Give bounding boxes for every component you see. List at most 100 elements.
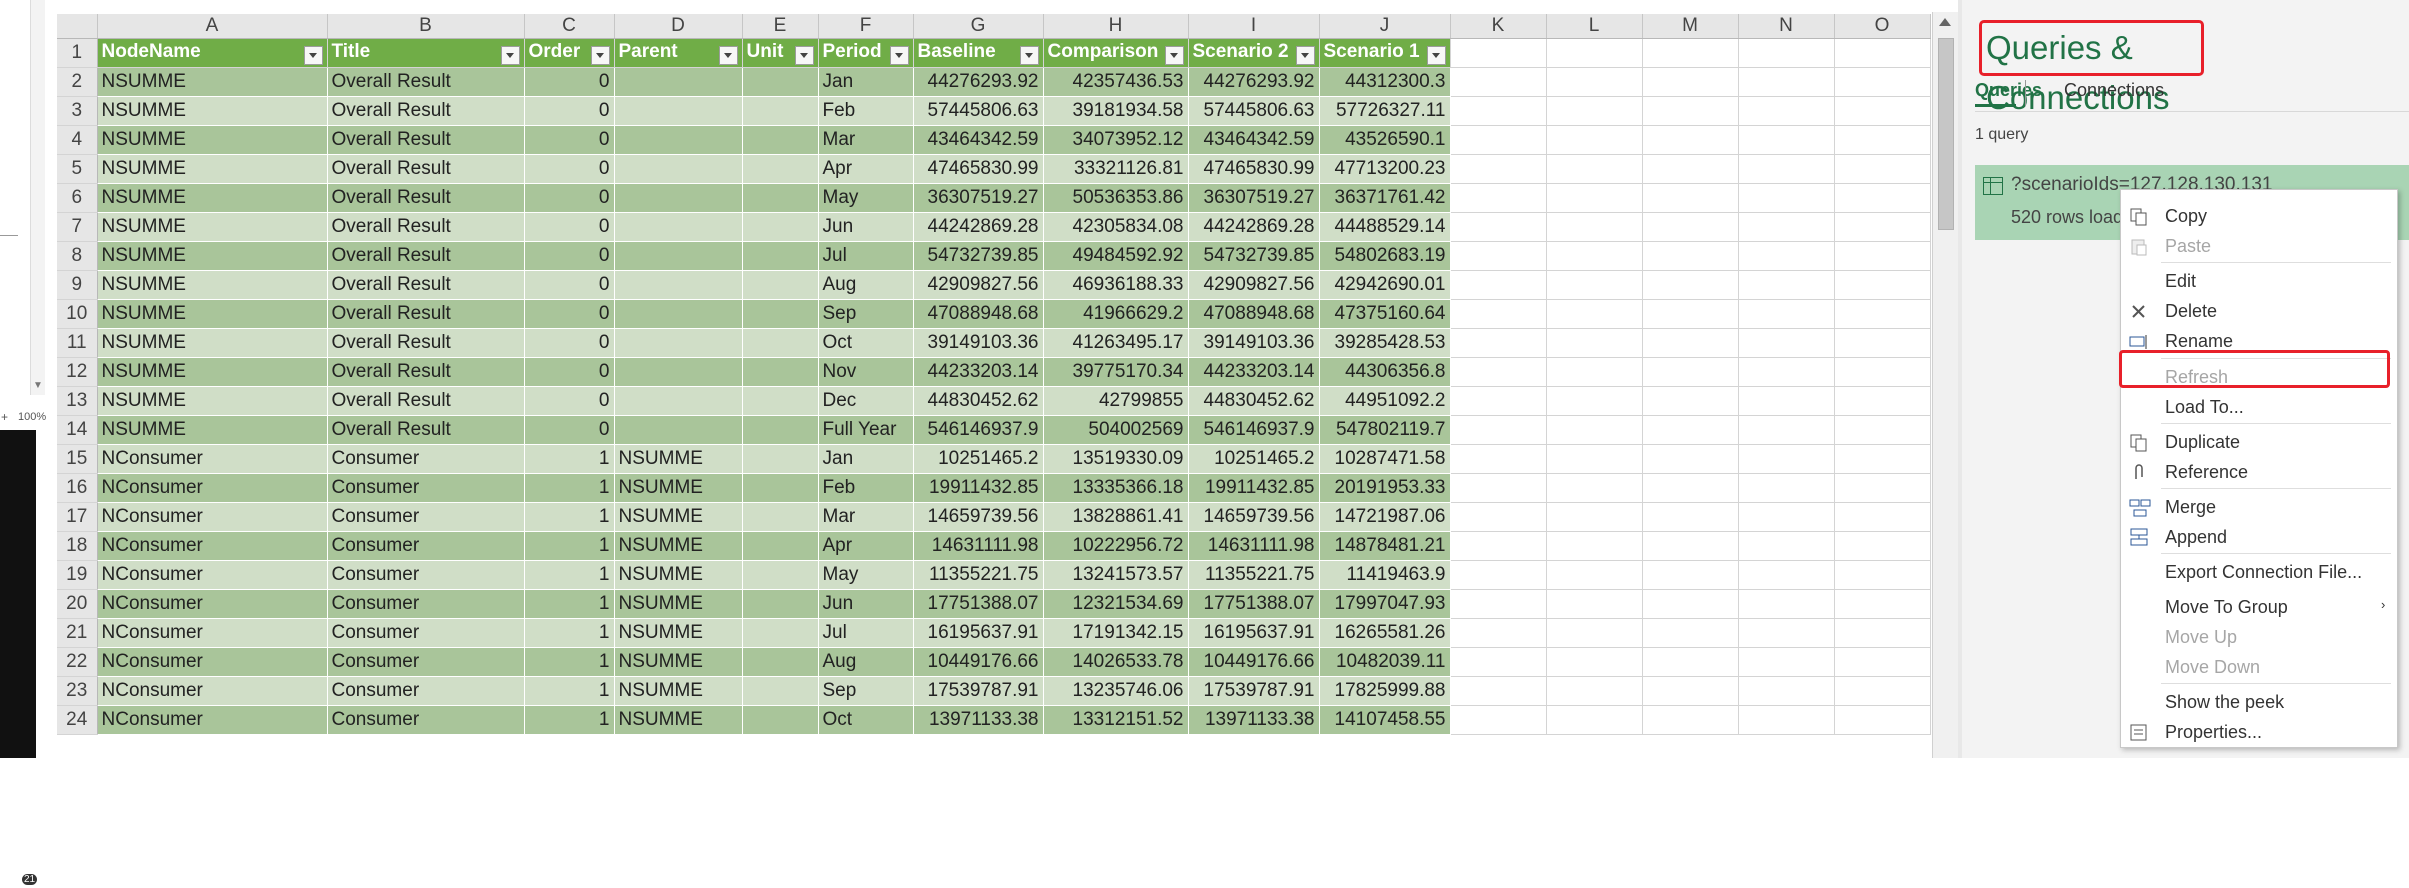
table-cell[interactable]: 44951092.2 <box>1319 386 1451 416</box>
table-cell[interactable]: Consumer <box>327 473 525 503</box>
table-cell[interactable]: 0 <box>524 67 615 97</box>
table-cell[interactable]: Consumer <box>327 589 525 619</box>
table-cell[interactable]: Consumer <box>327 705 525 735</box>
table-cell[interactable] <box>742 705 819 735</box>
empty-cell[interactable] <box>1450 154 1547 184</box>
table-cell[interactable]: Nov <box>818 357 914 387</box>
column-header[interactable]: M <box>1642 14 1739 39</box>
table-cell[interactable]: 57445806.63 <box>913 96 1044 126</box>
table-cell[interactable]: 0 <box>524 270 615 300</box>
table-cell[interactable]: 19911432.85 <box>1188 473 1320 503</box>
menu-item-move-to-group[interactable]: Move To Group › <box>2121 594 2397 622</box>
table-cell[interactable]: 39181934.58 <box>1043 96 1189 126</box>
row-number[interactable]: 11 <box>57 328 98 358</box>
empty-cell[interactable] <box>1546 154 1643 184</box>
table-cell[interactable]: NSUMME <box>614 560 743 590</box>
empty-cell[interactable] <box>1546 328 1643 358</box>
table-cell[interactable]: 47088948.68 <box>913 299 1044 329</box>
table-cell[interactable]: 44830452.62 <box>1188 386 1320 416</box>
table-cell[interactable]: 1 <box>524 618 615 648</box>
row-number[interactable]: 14 <box>57 415 98 445</box>
table-cell[interactable] <box>742 589 819 619</box>
column-header[interactable]: O <box>1834 14 1931 39</box>
row-number[interactable]: 20 <box>57 589 98 619</box>
table-cell[interactable] <box>742 241 819 271</box>
table-cell[interactable]: Dec <box>818 386 914 416</box>
table-cell[interactable]: 42942690.01 <box>1319 270 1451 300</box>
table-cell[interactable] <box>742 531 819 561</box>
column-header[interactable]: K <box>1450 14 1547 39</box>
empty-cell[interactable] <box>1738 241 1835 271</box>
empty-cell[interactable] <box>1834 415 1931 445</box>
empty-cell[interactable] <box>1738 705 1835 735</box>
table-cell[interactable]: NSUMME <box>97 415 328 445</box>
table-cell[interactable]: Jan <box>818 444 914 474</box>
notification-icon[interactable]: 21 <box>8 866 38 888</box>
row-number[interactable]: 21 <box>57 618 98 648</box>
table-header-cell[interactable]: Scenario 1 <box>1319 38 1451 68</box>
table-cell[interactable]: NSUMME <box>614 676 743 706</box>
menu-item-show-the-peek[interactable]: Show the peek <box>2121 689 2397 717</box>
table-cell[interactable] <box>614 386 743 416</box>
table-cell[interactable]: Jul <box>818 618 914 648</box>
table-cell[interactable]: 19911432.85 <box>913 473 1044 503</box>
empty-cell[interactable] <box>1642 647 1739 677</box>
table-cell[interactable]: 10449176.66 <box>1188 647 1320 677</box>
column-header[interactable]: N <box>1738 14 1835 39</box>
zoom-plus[interactable]: + <box>1 410 9 424</box>
empty-cell[interactable] <box>1642 357 1739 387</box>
table-cell[interactable]: 10449176.66 <box>913 647 1044 677</box>
table-cell[interactable]: Oct <box>818 328 914 358</box>
table-cell[interactable]: NSUMME <box>97 386 328 416</box>
table-cell[interactable]: NSUMME <box>97 270 328 300</box>
menu-item-load-to[interactable]: Load To... <box>2121 394 2397 422</box>
empty-cell[interactable] <box>1834 38 1931 68</box>
row-number[interactable]: 1 <box>57 38 98 68</box>
row-number[interactable]: 13 <box>57 386 98 416</box>
table-cell[interactable]: 13312151.52 <box>1043 705 1189 735</box>
row-number[interactable]: 23 <box>57 676 98 706</box>
empty-cell[interactable] <box>1546 299 1643 329</box>
table-cell[interactable] <box>614 67 743 97</box>
table-cell[interactable]: 11419463.9 <box>1319 560 1451 590</box>
table-cell[interactable]: 43464342.59 <box>1188 125 1320 155</box>
table-cell[interactable]: NSUMME <box>614 705 743 735</box>
table-cell[interactable]: 0 <box>524 299 615 329</box>
menu-item-properties[interactable]: Properties... <box>2121 719 2397 747</box>
table-cell[interactable]: 13828861.41 <box>1043 502 1189 532</box>
table-cell[interactable]: 10222956.72 <box>1043 531 1189 561</box>
empty-cell[interactable] <box>1834 125 1931 155</box>
table-cell[interactable]: 14659739.56 <box>1188 502 1320 532</box>
empty-cell[interactable] <box>1450 444 1547 474</box>
table-cell[interactable]: NSUMME <box>97 183 328 213</box>
empty-cell[interactable] <box>1450 357 1547 387</box>
empty-cell[interactable] <box>1546 38 1643 68</box>
empty-cell[interactable] <box>1642 38 1739 68</box>
empty-cell[interactable] <box>1834 444 1931 474</box>
table-header-cell[interactable]: Baseline <box>913 38 1044 68</box>
empty-cell[interactable] <box>1834 183 1931 213</box>
tab-queries[interactable]: Queries <box>1975 80 2043 100</box>
filter-dropdown-icon[interactable] <box>303 45 323 65</box>
table-cell[interactable]: 54732739.85 <box>913 241 1044 271</box>
empty-cell[interactable] <box>1642 328 1739 358</box>
table-cell[interactable] <box>742 328 819 358</box>
table-cell[interactable]: 14631111.98 <box>913 531 1044 561</box>
table-cell[interactable]: 1 <box>524 560 615 590</box>
table-cell[interactable]: Consumer <box>327 647 525 677</box>
table-cell[interactable]: NSUMME <box>614 531 743 561</box>
table-cell[interactable]: 17539787.91 <box>1188 676 1320 706</box>
table-cell[interactable]: 47375160.64 <box>1319 299 1451 329</box>
table-cell[interactable]: NSUMME <box>97 357 328 387</box>
table-cell[interactable]: 0 <box>524 386 615 416</box>
table-cell[interactable]: 39149103.36 <box>913 328 1044 358</box>
table-cell[interactable] <box>742 415 819 445</box>
table-header-cell[interactable]: Scenario 2 <box>1188 38 1320 68</box>
table-cell[interactable]: 17751388.07 <box>913 589 1044 619</box>
row-number[interactable]: 4 <box>57 125 98 155</box>
empty-cell[interactable] <box>1546 125 1643 155</box>
table-cell[interactable]: 39775170.34 <box>1043 357 1189 387</box>
table-cell[interactable]: 54732739.85 <box>1188 241 1320 271</box>
table-cell[interactable]: Overall Result <box>327 96 525 126</box>
